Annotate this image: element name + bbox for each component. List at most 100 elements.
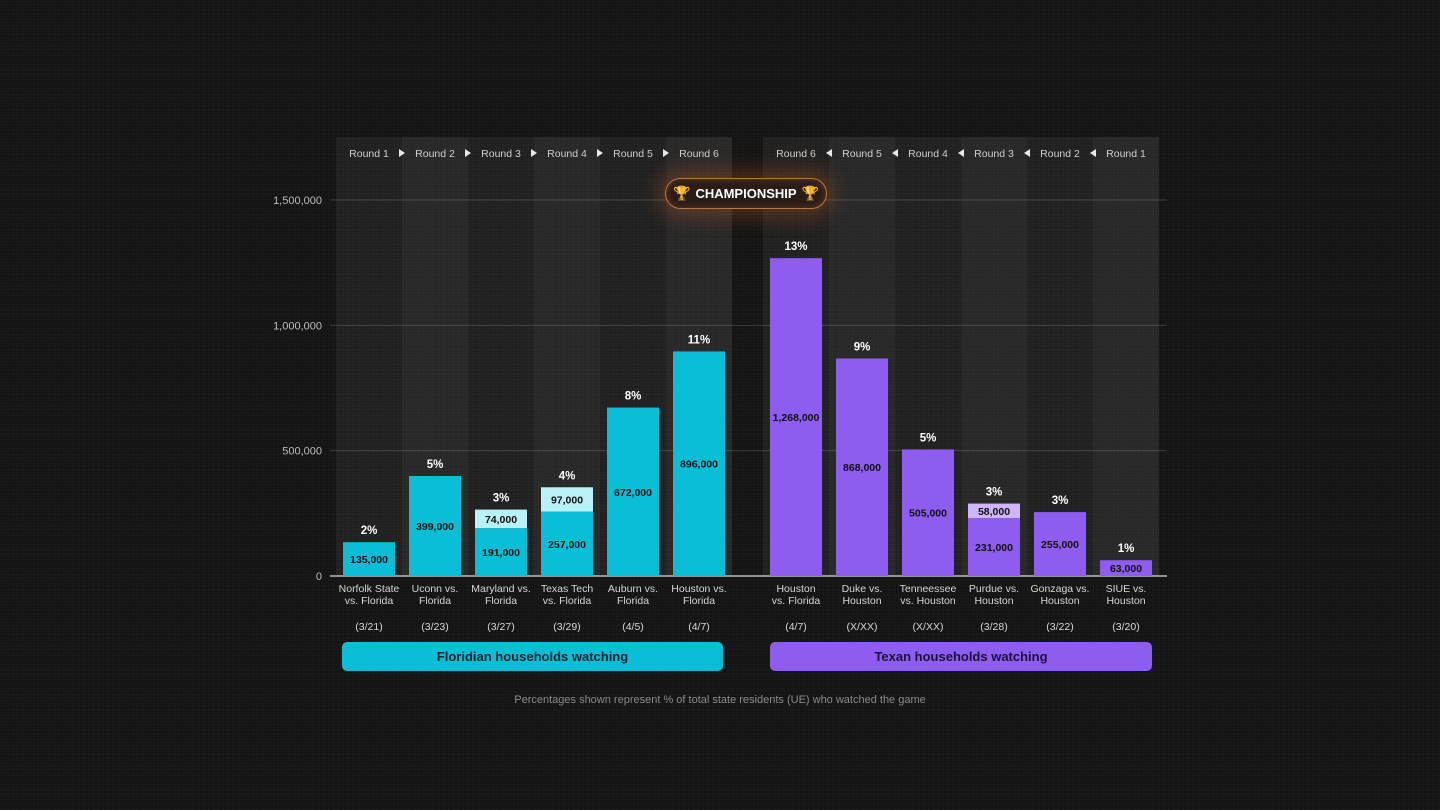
- arrow-right-icon: [399, 149, 405, 157]
- bar-segment: [902, 449, 954, 576]
- x-category-label: Norfolk State: [339, 583, 400, 595]
- percent-label: 2%: [361, 525, 378, 537]
- x-category-label: Houston: [776, 583, 815, 595]
- arrow-left-icon: [892, 149, 898, 157]
- x-date-label: (3/20): [1112, 621, 1139, 633]
- bar-value-label: 231,000: [975, 542, 1013, 554]
- column-background: [1027, 137, 1093, 576]
- bar-segment: [1100, 560, 1152, 576]
- x-category-label: Houston: [1040, 595, 1079, 607]
- x-date-label: (3/27): [487, 621, 514, 633]
- arrow-right-icon: [597, 149, 603, 157]
- bar-segment: [836, 358, 888, 576]
- x-date-label: (3/29): [553, 621, 580, 633]
- legend-florida: Floridian households watching: [342, 642, 723, 671]
- bar-value-label: 257,000: [548, 539, 586, 551]
- bar-value-label: 896,000: [680, 459, 718, 471]
- x-category-label: Florida: [683, 595, 715, 607]
- x-category-label: vs. Florida: [772, 595, 821, 607]
- x-category-label: Purdue vs.: [969, 583, 1019, 595]
- x-category-label: Florida: [419, 595, 451, 607]
- x-category-label: Texas Tech: [541, 583, 593, 595]
- x-category-label: vs. Florida: [345, 595, 394, 607]
- column-background: [961, 137, 1027, 576]
- percent-label: 3%: [493, 493, 510, 505]
- percent-label: 5%: [920, 432, 937, 444]
- x-category-label: Uconn vs.: [412, 583, 459, 595]
- round-label: Round 1: [349, 148, 389, 160]
- bar-value-label: 97,000: [551, 494, 583, 506]
- round-label: Round 1: [1106, 148, 1146, 160]
- x-date-label: (3/23): [421, 621, 448, 633]
- y-tick-label: 1,500,000: [273, 195, 322, 207]
- y-tick-label: 500,000: [282, 446, 322, 458]
- bar-value-label: 58,000: [978, 506, 1010, 518]
- y-tick-label: 0: [316, 571, 322, 583]
- trophy-icon: 🏆: [801, 185, 819, 201]
- x-date-label: (3/21): [355, 621, 382, 633]
- bar-value-label: 74,000: [485, 514, 517, 526]
- round-label: Round 2: [415, 148, 455, 160]
- x-date-label: (X/XX): [913, 621, 944, 633]
- bar-segment: [475, 528, 527, 576]
- x-category-label: Gonzaga vs.: [1031, 583, 1090, 595]
- column-background: [336, 137, 402, 576]
- bar-value-label: 672,000: [614, 487, 652, 499]
- percent-label: 11%: [688, 334, 710, 346]
- x-date-label: (3/22): [1046, 621, 1073, 633]
- arrow-right-icon: [531, 149, 537, 157]
- percent-label: 4%: [559, 470, 576, 482]
- percent-label: 8%: [625, 391, 642, 403]
- trophy-icon: 🏆: [673, 185, 691, 201]
- bar-segment: [968, 518, 1020, 576]
- x-category-label: Florida: [617, 595, 649, 607]
- x-category-label: Houston: [974, 595, 1013, 607]
- bar-segment: [1034, 512, 1086, 576]
- round-label: Round 6: [679, 148, 719, 160]
- x-category-label: vs. Florida: [543, 595, 592, 607]
- x-date-label: (4/7): [688, 621, 710, 633]
- footnote: Percentages shown represent % of total s…: [514, 694, 926, 706]
- bar-segment: [968, 503, 1020, 519]
- percent-label: 1%: [1118, 543, 1135, 555]
- x-date-label: (4/5): [622, 621, 644, 633]
- bar-value-label: 63,000: [1110, 563, 1142, 575]
- bar-segment: [541, 487, 593, 512]
- bar-value-label: 868,000: [843, 462, 881, 474]
- column-background: [468, 137, 534, 576]
- round-label: Round 4: [547, 148, 587, 160]
- round-label: Round 5: [842, 148, 882, 160]
- bar-value-label: 399,000: [416, 521, 454, 533]
- bar-segment: [343, 542, 395, 576]
- round-label: Round 3: [974, 148, 1014, 160]
- percent-label: 5%: [427, 459, 444, 471]
- bar-segment: [607, 407, 659, 576]
- percent-label: 9%: [854, 341, 871, 353]
- x-date-label: (3/28): [980, 621, 1007, 633]
- x-date-label: (4/7): [785, 621, 807, 633]
- round-label: Round 4: [908, 148, 948, 160]
- bar-segment: [409, 475, 461, 576]
- x-category-label: Duke vs.: [842, 583, 883, 595]
- x-category-label: Auburn vs.: [608, 583, 658, 595]
- bar-segment: [475, 509, 527, 529]
- percent-label: 13%: [784, 241, 807, 253]
- x-category-label: Houston: [842, 595, 881, 607]
- bar-value-label: 191,000: [482, 547, 520, 559]
- round-label: Round 5: [613, 148, 653, 160]
- x-category-label: Houston: [1106, 595, 1145, 607]
- bar-value-label: 135,000: [350, 554, 388, 566]
- percent-label: 3%: [1052, 495, 1069, 507]
- column-background: [1093, 137, 1159, 576]
- x-category-label: Florida: [485, 595, 517, 607]
- legend-texas: Texan households watching: [770, 642, 1152, 671]
- arrow-left-icon: [1090, 149, 1096, 157]
- x-date-label: (X/XX): [847, 621, 878, 633]
- round-label: Round 3: [481, 148, 521, 160]
- bar-value-label: 255,000: [1041, 539, 1079, 551]
- arrow-left-icon: [958, 149, 964, 157]
- bar-value-label: 1,268,000: [773, 412, 820, 424]
- y-tick-label: 1,000,000: [273, 320, 322, 332]
- round-label: Round 2: [1040, 148, 1080, 160]
